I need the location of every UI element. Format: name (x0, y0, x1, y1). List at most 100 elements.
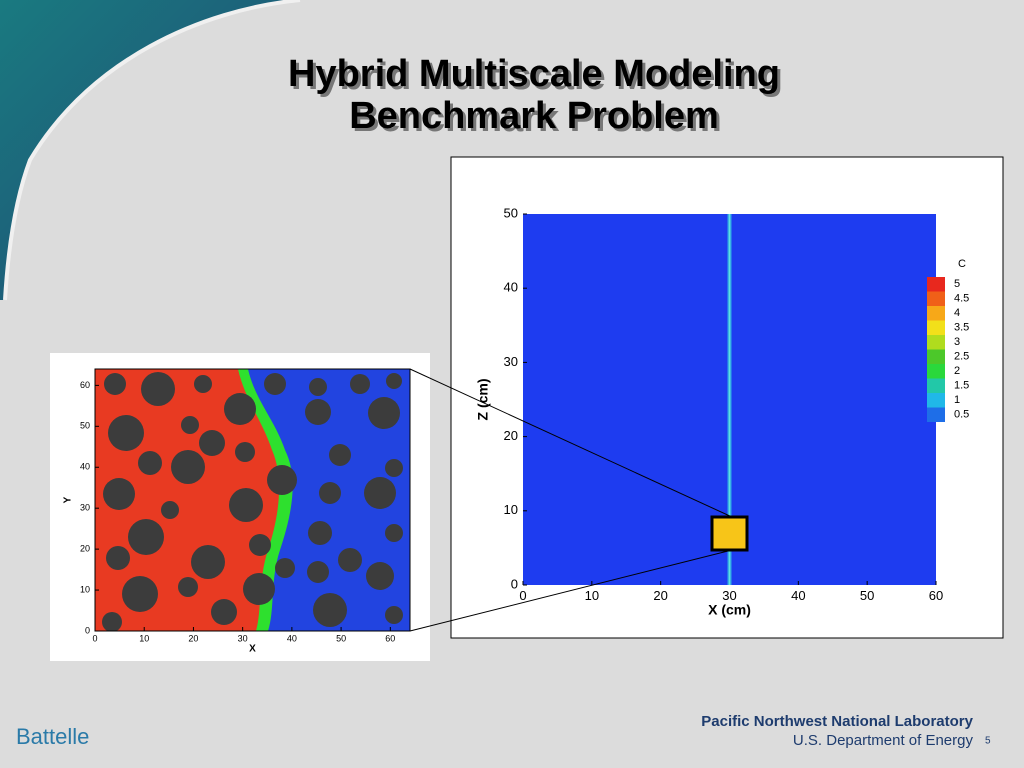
grain (194, 375, 212, 393)
zoom-line (409, 368, 733, 518)
grain (267, 465, 297, 495)
y-tick-label: 40 (80, 462, 90, 472)
grain (264, 373, 286, 395)
colorbar-label: 3.5 (954, 322, 969, 334)
colorbar-band (927, 349, 945, 364)
grain (211, 599, 237, 625)
title: Hybrid Multiscale Modeling Hybrid Multis… (288, 53, 783, 140)
x-axis-label: X (cm) (708, 602, 751, 618)
colorbar-label: 4 (954, 307, 960, 319)
x-tick-label: 60 (385, 633, 395, 643)
colorbar-label: 3 (954, 336, 960, 348)
grain (178, 577, 198, 597)
zoom-box (710, 515, 749, 552)
grain (329, 444, 351, 466)
grain (385, 606, 403, 624)
y-axis-label: Z (cm) (475, 379, 491, 421)
y-tick-label: 60 (80, 380, 90, 390)
zoom-line (409, 549, 733, 632)
grain (350, 374, 370, 394)
grain (103, 478, 135, 510)
footer-logo: Battelle (16, 724, 89, 749)
grain (141, 372, 175, 406)
x-tick-label: 30 (722, 588, 736, 603)
plume-core (728, 214, 731, 585)
grain (386, 373, 402, 389)
pore-image (95, 369, 410, 631)
colorbar-band (927, 364, 945, 379)
x-tick-label: 10 (139, 633, 149, 643)
colorbar-label: 4.5 (954, 293, 969, 305)
y-tick-label: 0 (511, 576, 518, 591)
x-tick-label: 0 (519, 588, 526, 603)
colorbar-title: C (958, 258, 966, 270)
x-tick-label: 50 (336, 633, 346, 643)
title-line: Hybrid Multiscale Modeling (288, 53, 780, 95)
grain (309, 378, 327, 396)
colorbar-label: 0.5 (954, 409, 969, 421)
y-tick-label: 50 (504, 205, 518, 220)
x-tick-label: 10 (585, 588, 599, 603)
title-shadow: Benchmark Problem (352, 98, 722, 140)
y-axis-label: Y (63, 496, 74, 503)
grain (313, 593, 347, 627)
grain (243, 573, 275, 605)
grain (128, 519, 164, 555)
colorbar-band (927, 277, 945, 292)
title-line: Benchmark Problem (349, 95, 719, 137)
x-tick-label: 20 (188, 633, 198, 643)
y-tick-label: 0 (85, 625, 90, 635)
colorbar-label: 2 (954, 365, 960, 377)
title-shadow: Hybrid Multiscale Modeling (291, 56, 783, 98)
grain (308, 521, 332, 545)
grain (249, 534, 271, 556)
colorbar-label: 2.5 (954, 351, 969, 363)
grain (229, 488, 263, 522)
grain (275, 558, 295, 578)
x-tick-label: 50 (860, 588, 874, 603)
grain (224, 393, 256, 425)
grain (305, 399, 331, 425)
grain (108, 415, 144, 451)
y-tick-label: 10 (504, 502, 518, 517)
colorbar-band (927, 335, 945, 350)
grain (102, 612, 122, 631)
grain (106, 546, 130, 570)
y-tick-label: 20 (80, 544, 90, 554)
x-tick-label: 0 (92, 633, 97, 643)
y-tick-label: 10 (80, 584, 90, 594)
colorbar-band (927, 378, 945, 393)
grain (191, 545, 225, 579)
colorbar-band (927, 320, 945, 335)
grain (122, 576, 158, 612)
footer-lab: Pacific Northwest National Laboratory (701, 713, 973, 730)
y-tick-label: 50 (80, 421, 90, 431)
grain (199, 430, 225, 456)
page-number: 5 (985, 736, 991, 747)
grain (366, 562, 394, 590)
grain (385, 524, 403, 542)
colorbar-band (927, 393, 945, 408)
swoosh-edge (3, 0, 301, 301)
grain (235, 442, 255, 462)
grain (338, 548, 362, 572)
x-axis-label: X (249, 644, 256, 655)
plot-frame (94, 368, 411, 632)
grain (307, 561, 329, 583)
y-tick-label: 40 (504, 280, 518, 295)
grain (171, 450, 205, 484)
x-tick-label: 60 (929, 588, 943, 603)
grain (161, 501, 179, 519)
colorbar-band (927, 291, 945, 306)
x-tick-label: 40 (791, 588, 805, 603)
colorbar-label: 1 (954, 394, 960, 406)
grain (181, 416, 199, 434)
colorbar-band (927, 407, 945, 422)
y-tick-label: 30 (504, 354, 518, 369)
grain (104, 373, 126, 395)
colorbar-band (927, 306, 945, 321)
grain (368, 397, 400, 429)
swoosh (0, 0, 300, 300)
footer-doe: U.S. Department of Energy (793, 732, 974, 749)
